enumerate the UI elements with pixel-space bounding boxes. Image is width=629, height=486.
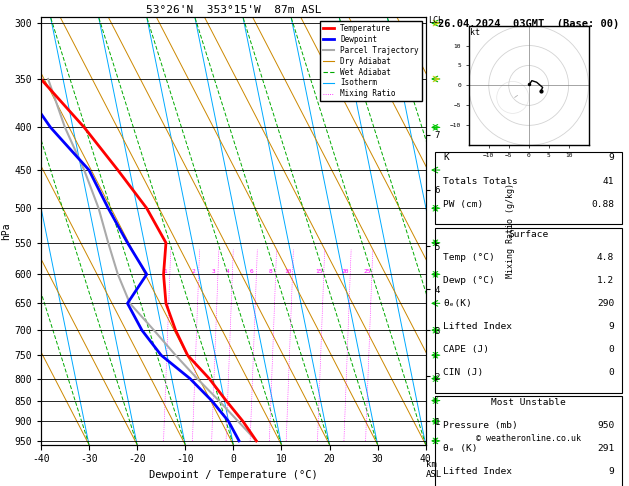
Text: θₑ(K): θₑ(K) — [443, 299, 472, 308]
Text: Surface: Surface — [509, 229, 548, 239]
Text: K: K — [443, 154, 449, 162]
Text: 9: 9 — [608, 322, 614, 331]
Text: 3: 3 — [211, 269, 215, 274]
Text: 0: 0 — [608, 345, 614, 354]
Text: 2: 2 — [192, 269, 196, 274]
Text: 950: 950 — [597, 421, 614, 430]
Text: 290: 290 — [597, 299, 614, 308]
Text: Dewp (°C): Dewp (°C) — [443, 276, 495, 285]
Text: Mixing Ratio (g/kg): Mixing Ratio (g/kg) — [506, 183, 515, 278]
Text: 9: 9 — [608, 468, 614, 476]
Text: 4.8: 4.8 — [597, 253, 614, 261]
Text: 1.2: 1.2 — [597, 276, 614, 285]
Text: Totals Totals: Totals Totals — [443, 176, 518, 186]
Text: 20: 20 — [342, 269, 349, 274]
Text: Temp (°C): Temp (°C) — [443, 253, 495, 261]
Text: θₑ (K): θₑ (K) — [443, 444, 477, 453]
Text: 25: 25 — [364, 269, 370, 274]
Text: 0.88: 0.88 — [591, 200, 614, 208]
Text: 9: 9 — [608, 154, 614, 162]
Text: 8: 8 — [269, 269, 273, 274]
Text: km
ASL: km ASL — [426, 460, 442, 479]
Text: 10: 10 — [284, 269, 291, 274]
Text: 6: 6 — [250, 269, 253, 274]
Text: 26.04.2024  03GMT  (Base: 00): 26.04.2024 03GMT (Base: 00) — [438, 19, 620, 29]
Text: 15: 15 — [315, 269, 323, 274]
Text: 41: 41 — [603, 176, 614, 186]
Y-axis label: hPa: hPa — [1, 222, 11, 240]
Text: Most Unstable: Most Unstable — [491, 398, 566, 407]
Text: 1: 1 — [163, 269, 167, 274]
Text: 0: 0 — [608, 368, 614, 377]
Text: Lifted Index: Lifted Index — [443, 322, 512, 331]
Title: 53°26'N  353°15'W  87m ASL: 53°26'N 353°15'W 87m ASL — [145, 5, 321, 15]
Text: © weatheronline.co.uk: © weatheronline.co.uk — [476, 434, 581, 443]
X-axis label: Dewpoint / Temperature (°C): Dewpoint / Temperature (°C) — [149, 470, 318, 480]
Text: 4: 4 — [226, 269, 230, 274]
Text: LCL: LCL — [428, 17, 443, 25]
Text: Pressure (mb): Pressure (mb) — [443, 421, 518, 430]
Text: Lifted Index: Lifted Index — [443, 468, 512, 476]
Text: CAPE (J): CAPE (J) — [443, 345, 489, 354]
Text: PW (cm): PW (cm) — [443, 200, 484, 208]
Text: 291: 291 — [597, 444, 614, 453]
Legend: Temperature, Dewpoint, Parcel Trajectory, Dry Adiabat, Wet Adiabat, Isotherm, Mi: Temperature, Dewpoint, Parcel Trajectory… — [320, 21, 422, 102]
Text: CIN (J): CIN (J) — [443, 368, 484, 377]
